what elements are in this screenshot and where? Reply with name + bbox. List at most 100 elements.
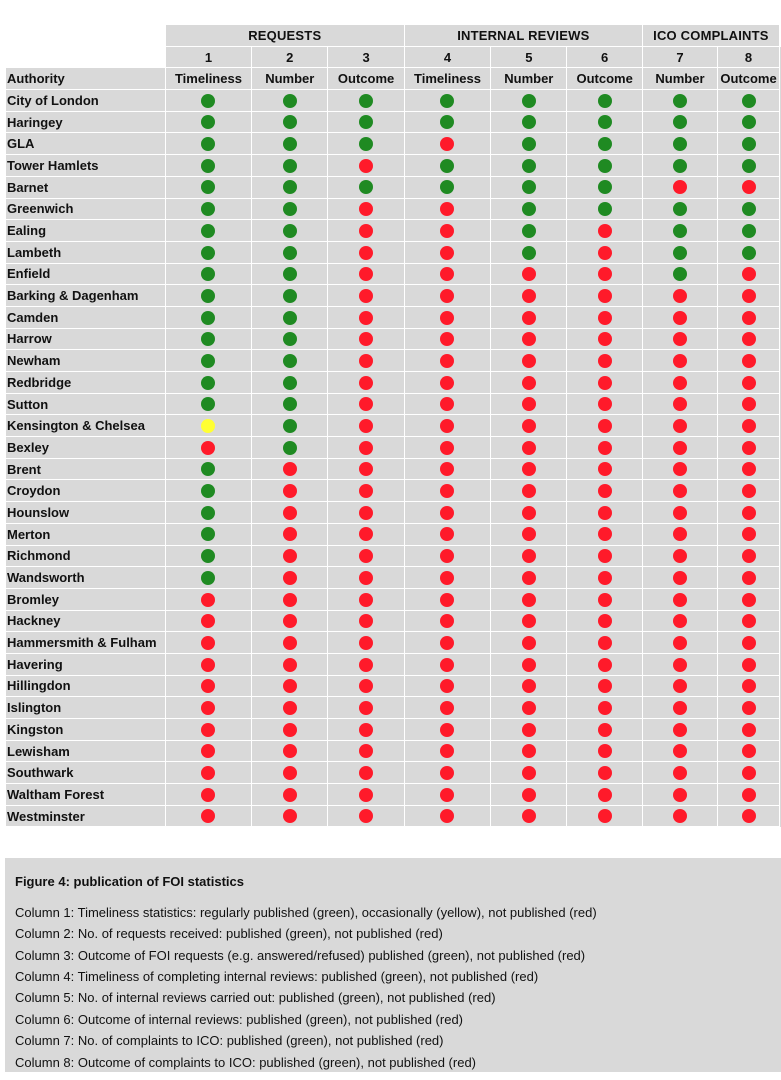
status-cell — [327, 240, 405, 264]
status-dot-green — [282, 440, 297, 455]
authority-name: Hillingdon — [5, 674, 166, 698]
status-dot-red — [359, 592, 374, 607]
status-dot-red — [741, 527, 756, 542]
status-cell — [403, 175, 492, 199]
status-cell — [717, 284, 780, 307]
status-cell — [403, 587, 492, 611]
status-dot-red — [597, 592, 612, 607]
status-cell — [164, 783, 253, 806]
status-dot-red — [440, 700, 455, 715]
status-cell — [566, 457, 643, 481]
status-cell — [251, 284, 329, 307]
status-cell — [717, 349, 780, 372]
status-cell — [251, 544, 329, 568]
status-cell — [717, 674, 780, 698]
status-dot-green — [672, 267, 687, 282]
status-dot-green — [201, 288, 216, 303]
status-cell — [641, 631, 719, 654]
status-dot-red — [741, 332, 756, 347]
status-cell — [327, 501, 405, 524]
status-dot-red — [741, 635, 756, 650]
status-dot-green — [741, 137, 756, 152]
status-dot-red — [597, 505, 612, 520]
authority-name: Barnet — [5, 175, 166, 199]
status-cell — [403, 609, 492, 633]
status-cell — [490, 566, 568, 589]
table-row: Lewisham — [5, 739, 781, 763]
status-dot-red — [201, 722, 216, 737]
status-dot-red — [440, 267, 455, 282]
status-dot-red — [282, 527, 297, 542]
status-cell — [164, 804, 253, 828]
status-dot-green — [521, 202, 536, 217]
status-cell — [566, 132, 643, 156]
status-dot-red — [741, 592, 756, 607]
status-dot-red — [597, 353, 612, 368]
status-dot-red — [201, 809, 216, 824]
status-cell — [641, 414, 719, 438]
status-cell — [327, 349, 405, 372]
status-cell — [251, 371, 329, 394]
authority-name: Barking & Dagenham — [5, 284, 166, 307]
status-cell — [164, 501, 253, 524]
status-dot-red — [201, 766, 216, 780]
status-cell — [566, 631, 643, 654]
status-dot-red — [201, 440, 216, 455]
status-cell — [641, 327, 719, 351]
status-dot-red — [741, 288, 756, 303]
status-dot-green — [741, 223, 756, 238]
status-cell — [566, 544, 643, 568]
status-dot-green — [597, 202, 612, 217]
status-dot-red — [741, 397, 756, 412]
authority-name: Enfield — [5, 262, 166, 286]
status-dot-red — [359, 419, 374, 433]
authority-name: GLA — [5, 132, 166, 156]
status-dot-red — [672, 375, 687, 390]
status-dot-red — [672, 722, 687, 737]
status-cell — [566, 110, 643, 134]
status-cell — [164, 631, 253, 654]
status-cell — [490, 436, 568, 459]
status-cell — [490, 284, 568, 307]
status-cell — [641, 262, 719, 286]
status-dot-green — [672, 223, 687, 238]
table-row: Brent — [5, 457, 781, 481]
status-cell — [717, 305, 780, 329]
status-dot-red — [521, 332, 536, 347]
group-header: ICO COMPLAINTS — [641, 24, 780, 47]
status-cell — [251, 154, 329, 177]
table-row: Hounslow — [5, 501, 781, 524]
status-dot-red — [597, 679, 612, 694]
status-cell — [641, 284, 719, 307]
status-dot-red — [597, 744, 612, 759]
status-cell — [251, 522, 329, 546]
status-dot-red — [359, 397, 374, 412]
legend-line: Column 8: Outcome of complaints to ICO: … — [15, 1055, 477, 1070]
status-dot-green — [741, 202, 756, 217]
status-dot-red — [201, 657, 216, 672]
status-dot-green — [282, 419, 297, 433]
status-cell — [327, 327, 405, 351]
status-cell — [566, 674, 643, 698]
status-dot-green — [597, 180, 612, 195]
status-dot-green — [201, 332, 216, 347]
status-dot-red — [597, 267, 612, 282]
status-cell — [490, 501, 568, 524]
status-cell — [566, 696, 643, 719]
status-cell — [717, 262, 780, 286]
status-dot-red — [521, 679, 536, 694]
status-dot-red — [521, 353, 536, 368]
status-dot-green — [741, 245, 756, 260]
status-cell — [327, 197, 405, 221]
status-cell — [403, 240, 492, 264]
status-cell — [641, 110, 719, 134]
status-dot-red — [440, 419, 455, 433]
status-cell — [327, 631, 405, 654]
status-dot-red — [359, 353, 374, 368]
status-dot-red — [359, 679, 374, 694]
status-dot-red — [521, 592, 536, 607]
status-cell — [327, 479, 405, 503]
status-cell — [251, 89, 329, 112]
authority-name: Islington — [5, 696, 166, 719]
legend-line: Column 3: Outcome of FOI requests (e.g. … — [15, 948, 586, 963]
